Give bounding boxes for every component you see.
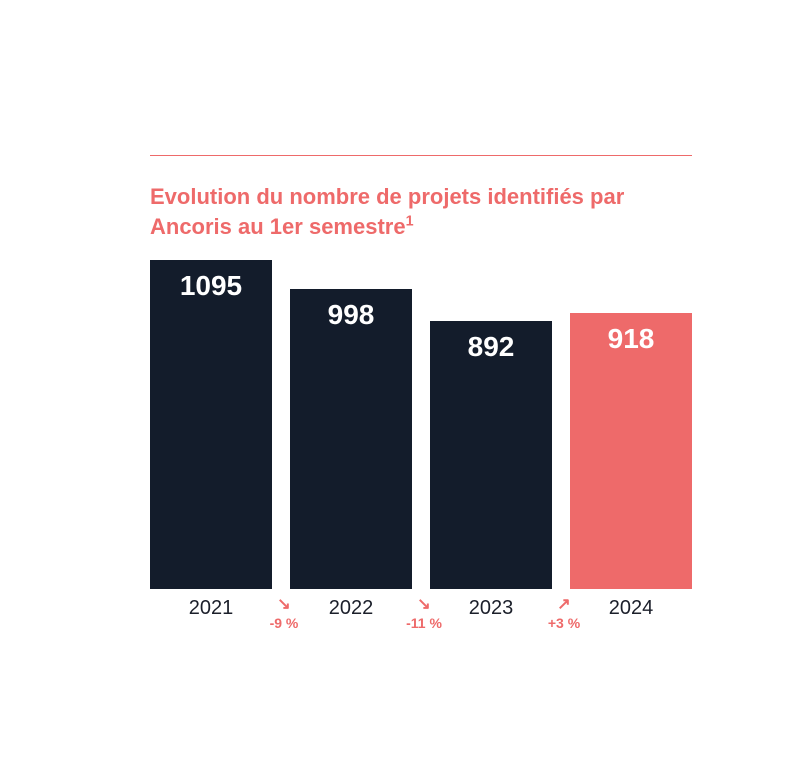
chart-title-sup: 1 — [406, 213, 414, 229]
arrow-down-right-icon: ↘ — [417, 597, 430, 613]
bar-slot: 998 — [290, 260, 412, 589]
x-axis-label: 2022 — [290, 597, 412, 620]
bar: 918 — [570, 313, 692, 589]
delta-annotation: ↘ -9 % — [264, 597, 304, 631]
bar-value: 892 — [430, 331, 552, 363]
bar-value: 998 — [290, 299, 412, 331]
bar-chart: 1095 998 892 918 — [150, 260, 692, 589]
x-axis-group: 2021 — [150, 597, 272, 620]
x-axis-group: 2023↘-11 % — [430, 597, 552, 620]
chart-title-line2: Ancoris au 1er semestre — [150, 214, 406, 239]
bar: 998 — [290, 289, 412, 589]
x-axis-label: 2023 — [430, 597, 552, 620]
x-axis-group: 2024↗+3 % — [570, 597, 692, 620]
arrow-up-right-icon: ↗ — [557, 597, 570, 613]
bar-value: 918 — [570, 323, 692, 355]
bar: 892 — [430, 321, 552, 589]
chart-container: Evolution du nombre de projets identifié… — [0, 0, 812, 759]
x-axis-group: 2022↘-9 % — [290, 597, 412, 620]
chart-title: Evolution du nombre de projets identifié… — [150, 182, 692, 241]
delta-text: -9 % — [270, 615, 299, 631]
x-axis: 2021 2022↘-9 % 2023↘-11 % 2024↗+3 % — [150, 597, 692, 620]
bar: 1095 — [150, 260, 272, 589]
delta-text: -11 % — [406, 615, 442, 631]
delta-text: +3 % — [548, 615, 580, 631]
x-axis-label: 2021 — [150, 597, 272, 620]
bar-value: 1095 — [150, 270, 272, 302]
chart-title-line1: Evolution du nombre de projets identifié… — [150, 184, 624, 209]
x-axis-label: 2024 — [570, 597, 692, 620]
bar-slot: 892 — [430, 260, 552, 589]
title-rule — [150, 155, 692, 156]
delta-annotation: ↗ +3 % — [544, 597, 584, 631]
bar-slot: 1095 — [150, 260, 272, 589]
bar-slot: 918 — [570, 260, 692, 589]
delta-annotation: ↘ -11 % — [404, 597, 444, 631]
arrow-down-right-icon: ↘ — [277, 597, 290, 613]
